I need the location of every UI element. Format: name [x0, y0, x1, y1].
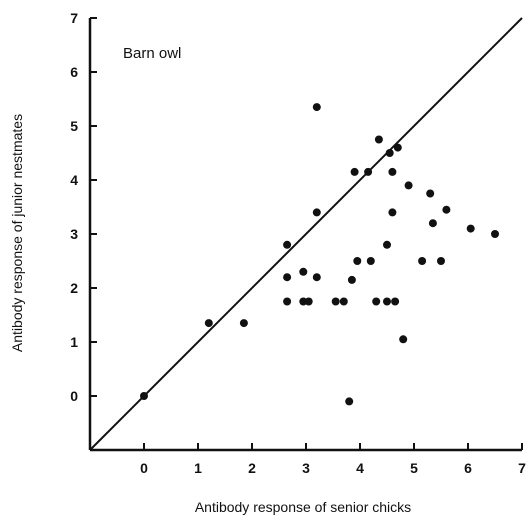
data-point-20	[372, 297, 381, 306]
x-tick-label-6: 6	[464, 460, 472, 476]
reference-line	[89, 17, 523, 451]
data-point-5	[283, 297, 292, 306]
data-point-6	[299, 267, 308, 276]
data-point-8	[304, 297, 313, 306]
x-tick-label-0: 0	[140, 460, 148, 476]
y-tick-label-3: 3	[70, 226, 78, 242]
data-point-9	[312, 103, 321, 112]
data-point-16	[350, 167, 359, 176]
data-point-18	[364, 167, 373, 176]
y-tick-label-0: 0	[70, 388, 78, 404]
y-tick-label-1: 1	[70, 334, 78, 350]
data-point-32	[426, 189, 435, 198]
data-point-17	[353, 257, 362, 265]
y-tick-label-2: 2	[70, 280, 78, 296]
data-point-13	[339, 297, 348, 306]
data-point-11	[312, 273, 321, 282]
x-tick-label-7: 7	[518, 460, 526, 476]
data-point-24	[385, 149, 394, 157]
y-axis-title: Antibody response of junior nestmates	[9, 114, 25, 352]
y-tick-label-6: 6	[70, 64, 78, 80]
data-point-26	[388, 208, 397, 217]
data-point-0	[140, 392, 148, 400]
data-point-27	[391, 297, 400, 306]
x-tick-label-1: 1	[194, 460, 202, 476]
data-point-14	[345, 397, 354, 406]
y-tick-label-5: 5	[70, 118, 78, 134]
chart-annotation: Barn owl	[123, 45, 181, 62]
data-point-23	[383, 297, 391, 306]
data-point-3	[283, 240, 292, 249]
data-point-19	[366, 257, 375, 265]
x-axis-title: Antibody response of senior chicks	[195, 499, 411, 515]
x-tick-label-4: 4	[356, 460, 364, 476]
data-point-37	[491, 230, 499, 238]
data-point-12	[331, 297, 340, 306]
data-point-2	[239, 319, 248, 328]
data-point-1	[204, 319, 213, 328]
y-tick-label-7: 7	[70, 10, 78, 26]
data-point-31	[418, 257, 427, 265]
data-point-36	[466, 224, 475, 233]
data-point-4	[283, 273, 292, 282]
data-point-15	[347, 275, 356, 284]
data-point-10	[312, 208, 321, 217]
data-point-35	[442, 205, 451, 214]
data-point-21	[374, 135, 383, 144]
reference-line-layer	[89, 17, 523, 451]
data-point-33	[428, 219, 437, 228]
ticks: 0 1 2 3 4 5 6 7 0 1 2 3 4 5 6 7	[70, 10, 526, 476]
data-point-34	[437, 257, 445, 265]
data-point-30	[404, 181, 413, 190]
points	[140, 103, 499, 406]
x-tick-label-5: 5	[410, 460, 418, 476]
x-tick-label-3: 3	[302, 460, 310, 476]
x-tick-label-2: 2	[248, 460, 256, 476]
data-point-28	[393, 143, 402, 152]
y-tick-label-4: 4	[70, 172, 78, 188]
data-point-22	[383, 240, 391, 249]
data-point-29	[399, 335, 408, 344]
data-point-25	[388, 167, 397, 176]
